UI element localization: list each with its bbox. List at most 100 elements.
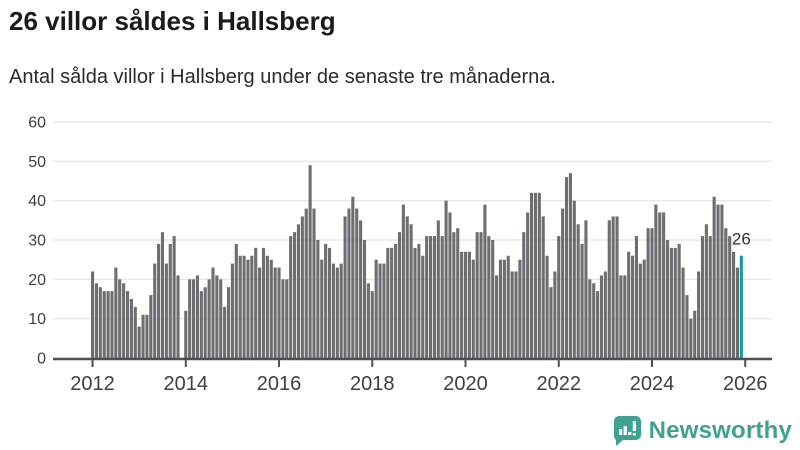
bar [386, 247, 390, 358]
bar [331, 263, 335, 358]
bar [102, 291, 106, 358]
bar [487, 236, 491, 358]
bar [440, 236, 444, 358]
bar [184, 310, 188, 358]
bar [258, 267, 262, 358]
bar [168, 243, 172, 358]
y-tick-label: 60 [28, 115, 46, 132]
bar [129, 299, 133, 358]
bars [91, 165, 743, 358]
bar [572, 200, 576, 358]
bar [94, 283, 98, 358]
bar [588, 279, 592, 358]
bar [223, 306, 227, 358]
bar [627, 251, 631, 358]
bar [669, 247, 673, 358]
bar [607, 220, 611, 358]
bar [693, 310, 697, 358]
bar [634, 236, 638, 358]
y-tick-label: 50 [28, 154, 46, 171]
bar [413, 247, 417, 358]
bar [254, 247, 258, 358]
bar [281, 279, 285, 358]
x-axis: 2012 2014 2016 2018 2020 2022 2024 2026 [53, 357, 772, 395]
bar [215, 275, 219, 358]
bar [681, 267, 685, 358]
bar [238, 255, 242, 358]
bar [463, 251, 468, 358]
bar [362, 240, 367, 358]
newsworthy-brand-text: Newsworthy [648, 416, 792, 444]
bar [638, 263, 642, 358]
bar [526, 212, 530, 358]
bar [716, 204, 720, 358]
value-annotation: 26 [732, 230, 751, 249]
x-tick-label: 2024 [630, 373, 675, 395]
bar [289, 236, 293, 358]
bar [234, 243, 238, 358]
bar [498, 259, 503, 358]
highlight-bar [739, 255, 743, 358]
bar [207, 279, 211, 358]
bar [541, 216, 545, 358]
bar [390, 247, 394, 358]
bar [537, 192, 541, 358]
bar [479, 232, 483, 358]
bar [549, 287, 553, 358]
bar [502, 259, 506, 358]
y-tick-label: 30 [28, 233, 46, 250]
x-tick-label: 2018 [350, 373, 395, 395]
bar [429, 236, 433, 358]
bar [160, 232, 165, 358]
bar [188, 279, 192, 358]
bar [277, 267, 281, 358]
bar [584, 220, 588, 358]
bar [125, 291, 130, 358]
bar [673, 247, 677, 358]
bar [483, 204, 487, 358]
bar [355, 208, 359, 358]
bar [382, 263, 386, 358]
bar [339, 263, 343, 358]
bar [514, 271, 518, 358]
bar [642, 259, 646, 358]
bar [685, 295, 689, 358]
bar [677, 243, 681, 358]
bar [327, 247, 332, 358]
chart-subtitle: Antal sålda villor i Hallsberg under de … [9, 66, 556, 88]
bar [409, 224, 413, 358]
bar [149, 295, 153, 358]
bar [506, 255, 510, 358]
bar [378, 263, 382, 358]
bar [592, 283, 596, 358]
bar [425, 236, 429, 358]
bar [720, 204, 724, 358]
bar [557, 236, 561, 358]
bar [316, 240, 320, 358]
bar [689, 318, 693, 358]
bar [603, 271, 607, 358]
bar [141, 314, 145, 358]
bar [304, 208, 308, 358]
bar [456, 228, 460, 358]
y-tick-label: 10 [28, 311, 46, 328]
bar [417, 243, 421, 358]
bar [662, 212, 666, 358]
bar [137, 326, 141, 358]
bar [269, 259, 273, 358]
bar [293, 232, 297, 358]
y-tick-label: 40 [28, 193, 46, 210]
bar [312, 208, 316, 358]
bar [308, 165, 312, 358]
newsworthy-icon [613, 416, 641, 446]
bar [596, 291, 600, 358]
bar [530, 192, 534, 358]
bar [320, 259, 324, 358]
bar [145, 314, 149, 358]
bar [623, 275, 627, 358]
bar [347, 208, 351, 358]
bar [285, 279, 289, 358]
bar [568, 173, 572, 358]
bar [553, 271, 557, 358]
bar [324, 243, 328, 358]
